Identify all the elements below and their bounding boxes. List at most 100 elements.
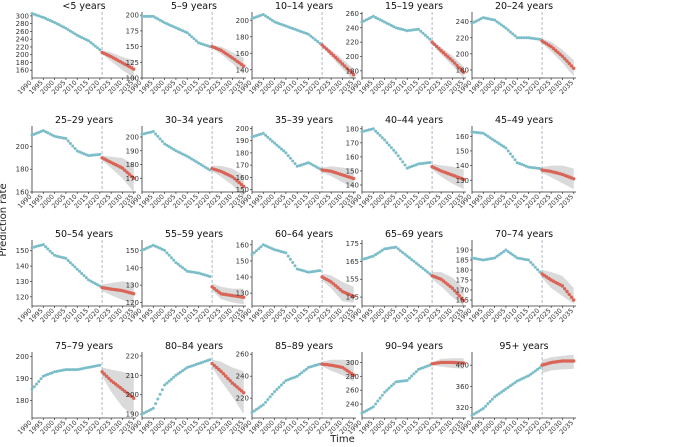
history-point xyxy=(428,161,432,164)
history-point xyxy=(291,261,295,264)
panel-7: 30–34 years17018019020019901995200020052… xyxy=(126,115,246,210)
history-point xyxy=(208,358,212,362)
history-point xyxy=(300,268,304,272)
forecast-point xyxy=(331,282,336,286)
history-point xyxy=(257,247,261,251)
history-point xyxy=(68,29,72,33)
history-point xyxy=(495,393,499,397)
y-tick-label: 165 xyxy=(346,258,359,266)
history-point xyxy=(481,407,485,410)
y-tick-label: 190 xyxy=(456,247,469,255)
history-point xyxy=(145,246,148,250)
history-point xyxy=(477,409,481,413)
panel-3: 10–14 years14016018020019901995200020052… xyxy=(236,1,356,96)
y-tick-label: 130 xyxy=(16,278,29,286)
history-point xyxy=(291,376,295,380)
history-point xyxy=(80,151,84,155)
panel-title: 10–14 years xyxy=(275,1,333,12)
history-point xyxy=(270,139,274,143)
forecast-point xyxy=(127,172,131,176)
history-point xyxy=(80,36,84,39)
history-point xyxy=(183,367,187,371)
history-point xyxy=(288,26,292,30)
history-point xyxy=(309,270,313,274)
history-point xyxy=(298,372,301,376)
y-tick-label: 240 xyxy=(236,373,249,381)
history-point xyxy=(365,409,368,413)
history-point xyxy=(169,146,173,150)
history-point xyxy=(508,251,512,255)
history-point xyxy=(518,36,521,40)
history-point xyxy=(87,154,90,158)
history-point xyxy=(91,280,95,284)
history-point xyxy=(291,159,295,163)
history-point xyxy=(82,274,86,278)
forecast-point xyxy=(331,53,336,58)
forecast-point xyxy=(125,170,129,174)
panel-title: 25–29 years xyxy=(55,115,113,126)
y-tick-label: 150 xyxy=(16,247,29,255)
history-point xyxy=(89,153,93,157)
history-point xyxy=(490,18,494,22)
history-point xyxy=(66,28,70,32)
history-point xyxy=(68,368,72,372)
history-point xyxy=(394,151,398,155)
y-tick-label: 200 xyxy=(456,50,469,58)
history-point xyxy=(417,367,420,371)
confidence-band xyxy=(212,359,244,415)
history-point xyxy=(82,37,86,41)
panel-title: 15–19 years xyxy=(385,1,443,12)
history-point xyxy=(75,149,79,153)
history-point xyxy=(93,282,97,286)
history-point xyxy=(527,36,530,40)
panel-4: 15–19 years18020022024026019901995200020… xyxy=(346,1,466,96)
history-point xyxy=(419,162,423,166)
history-point xyxy=(378,134,382,137)
y-tick-label: 190 xyxy=(16,375,29,383)
history-point xyxy=(423,33,427,37)
y-tick-label: 130 xyxy=(236,290,249,298)
history-point xyxy=(529,260,533,264)
history-point xyxy=(495,20,499,24)
forecast-point xyxy=(123,168,127,172)
history-point xyxy=(538,167,542,170)
forecast-point xyxy=(437,46,441,51)
history-point xyxy=(181,29,185,33)
history-point xyxy=(490,397,494,401)
panel-16: 75–79 years18019020019901995200020052010… xyxy=(16,341,136,436)
y-tick-label: 190 xyxy=(126,411,139,419)
history-point xyxy=(479,131,483,135)
history-point xyxy=(490,137,494,141)
panel-title: 50–54 years xyxy=(55,229,113,240)
history-point xyxy=(160,247,164,251)
y-axis-label-text: Prediction rate xyxy=(0,183,9,256)
history-point xyxy=(91,42,95,46)
history-point xyxy=(497,21,501,25)
history-point xyxy=(531,263,535,267)
history-point xyxy=(73,265,77,269)
y-tick-label: 180 xyxy=(456,66,469,74)
history-point xyxy=(208,45,212,49)
forecast-point xyxy=(453,61,457,65)
forecast-point xyxy=(329,51,333,55)
y-tick-label: 180 xyxy=(16,397,29,405)
history-point xyxy=(41,374,45,378)
history-point xyxy=(408,376,411,380)
forecast-point xyxy=(221,372,226,376)
history-point xyxy=(264,133,268,137)
history-point xyxy=(270,18,274,22)
history-point xyxy=(197,362,200,366)
forecast-point xyxy=(219,369,223,374)
history-point xyxy=(387,386,391,390)
history-point xyxy=(380,19,384,23)
history-point xyxy=(365,129,368,132)
history-point xyxy=(504,26,508,30)
y-tick-label: 240 xyxy=(456,18,469,26)
history-point xyxy=(50,20,54,23)
panel-11: 50–54 years12013014015019901995200020052… xyxy=(16,229,136,324)
history-point xyxy=(270,247,274,251)
history-point xyxy=(293,264,297,268)
y-tick-label: 160 xyxy=(16,189,29,197)
history-point xyxy=(203,43,207,47)
history-point xyxy=(529,372,533,376)
